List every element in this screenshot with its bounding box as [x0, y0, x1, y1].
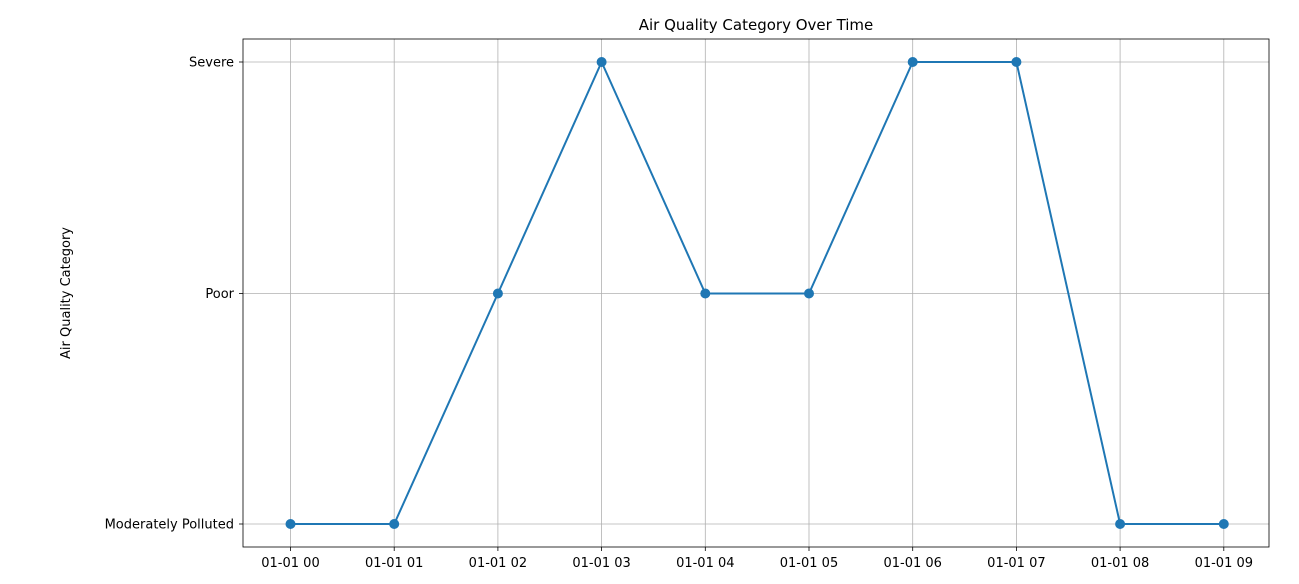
- x-tick-label: 01-01 01: [365, 556, 423, 571]
- x-tick-label: 01-01 00: [261, 556, 319, 571]
- axes: [242, 38, 1270, 548]
- data-point: [1218, 519, 1229, 529]
- x-tick-label: 01-01 08: [1091, 556, 1149, 571]
- x-tick-label: 01-01 09: [1195, 556, 1253, 571]
- x-tick-label: 01-01 03: [572, 556, 630, 571]
- series-line: [290, 61, 1224, 525]
- data-point: [492, 288, 503, 299]
- data-point: [285, 519, 296, 529]
- data-point: [1115, 519, 1126, 529]
- plot-frame: [242, 38, 1270, 548]
- data-point: [804, 288, 814, 299]
- x-tick-label: 01-01 04: [676, 556, 734, 571]
- ticks: 01-01 00 01-01 01 01-01 02 01-01 03 01-01 04…: [105, 56, 1253, 572]
- x-tick-label: 01-01 02: [469, 556, 527, 571]
- data-point: [596, 57, 607, 67]
- x-tick-label: 01-01 07: [987, 556, 1045, 571]
- data-point: [1011, 57, 1022, 67]
- data-point: [907, 57, 918, 67]
- data-point: [700, 288, 711, 299]
- chart-title: Air Quality Category Over Time: [639, 16, 874, 34]
- x-tick-label: 01-01 05: [780, 556, 838, 571]
- x-tick-label: 01-01 06: [883, 556, 941, 571]
- y-tick-label: Poor: [205, 287, 234, 302]
- y-axis-label: Air Quality Category: [59, 227, 74, 359]
- data-point: [389, 519, 400, 529]
- y-tick-label: Moderately Polluted: [105, 518, 234, 533]
- series-layer: [285, 57, 1229, 529]
- y-tick-label: Severe: [189, 56, 234, 71]
